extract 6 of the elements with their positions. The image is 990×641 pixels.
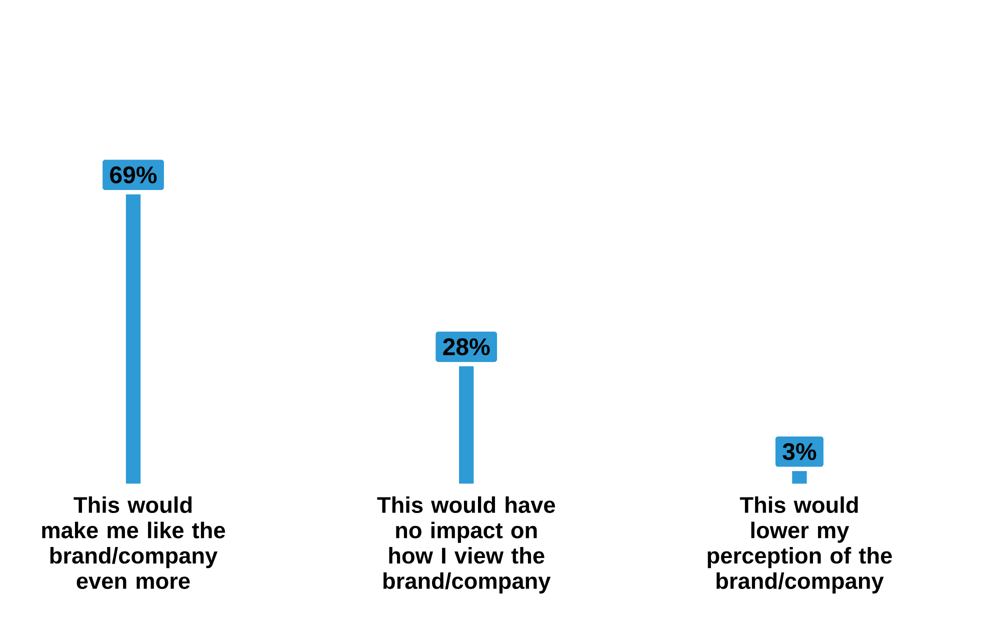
data-label: 28% [443, 338, 490, 356]
data-label: 69% [110, 166, 157, 184]
data-label: 3% [782, 443, 816, 460]
x-tick-label: This would make me like the brand/company even more [42, 496, 226, 590]
x-tick-label: This would lower my perception of the brand/company [708, 496, 892, 594]
x-tick-label: This would have no impact on how I view the brand/company [377, 496, 556, 594]
